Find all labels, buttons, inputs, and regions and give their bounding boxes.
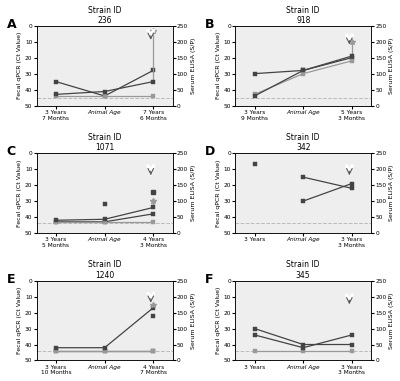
Y-axis label: Fecal qPCR (Ct Value): Fecal qPCR (Ct Value) (17, 159, 22, 227)
Text: E: E (7, 273, 15, 286)
Y-axis label: Serum ELISA (S/P): Serum ELISA (S/P) (191, 37, 196, 94)
Title: Strain ID
236: Strain ID 236 (88, 6, 121, 25)
Title: Strain ID
1240: Strain ID 1240 (88, 261, 121, 280)
Y-axis label: Fecal qPCR (Ct Value): Fecal qPCR (Ct Value) (17, 287, 22, 354)
Y-axis label: Serum ELISA (S/P): Serum ELISA (S/P) (390, 292, 394, 349)
Y-axis label: Serum ELISA (S/P): Serum ELISA (S/P) (191, 165, 196, 221)
Text: B: B (205, 18, 215, 31)
Y-axis label: Fecal qPCR (Ct Value): Fecal qPCR (Ct Value) (216, 287, 221, 354)
Text: D: D (205, 145, 216, 158)
Title: Strain ID
918: Strain ID 918 (286, 6, 320, 25)
Y-axis label: Fecal qPCR (Ct Value): Fecal qPCR (Ct Value) (17, 32, 22, 99)
Y-axis label: Fecal qPCR (Ct Value): Fecal qPCR (Ct Value) (216, 32, 221, 99)
Title: Strain ID
1071: Strain ID 1071 (88, 133, 121, 152)
Text: F: F (205, 273, 214, 286)
Text: A: A (7, 18, 16, 31)
Y-axis label: Serum ELISA (S/P): Serum ELISA (S/P) (390, 37, 394, 94)
Title: Strain ID
345: Strain ID 345 (286, 261, 320, 280)
Title: Strain ID
342: Strain ID 342 (286, 133, 320, 152)
Y-axis label: Fecal qPCR (Ct Value): Fecal qPCR (Ct Value) (216, 159, 221, 227)
Y-axis label: Serum ELISA (S/P): Serum ELISA (S/P) (390, 165, 394, 221)
Text: C: C (7, 145, 16, 158)
Y-axis label: Serum ELISA (S/P): Serum ELISA (S/P) (191, 292, 196, 349)
